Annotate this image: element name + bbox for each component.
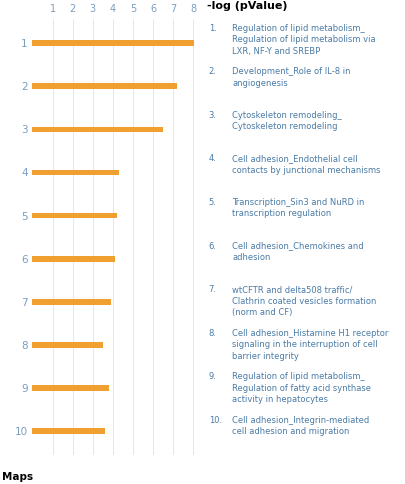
Text: Regulation of lipid metabolism_
Regulation of fatty acid synthase
activity in he: Regulation of lipid metabolism_ Regulati… (232, 372, 370, 404)
Bar (32, 385, 109, 391)
Text: Cell adhesion_Endothelial cell
contacts by junctional mechanisms: Cell adhesion_Endothelial cell contacts … (232, 154, 380, 175)
Text: 10.: 10. (208, 416, 222, 425)
Bar (32, 40, 194, 46)
Text: Maps: Maps (2, 472, 33, 483)
Text: 8.: 8. (208, 329, 216, 338)
Text: 2.: 2. (208, 67, 216, 76)
Bar (32, 428, 104, 434)
Bar (32, 213, 117, 218)
Bar (32, 170, 119, 175)
Text: 1.: 1. (208, 24, 216, 33)
Text: Transcription_Sin3 and NuRD in
transcription regulation: Transcription_Sin3 and NuRD in transcrip… (232, 198, 364, 218)
Text: Cell adhesion_Integrin-mediated
cell adhesion and migration: Cell adhesion_Integrin-mediated cell adh… (232, 416, 369, 436)
Text: Cytoskeleton remodeling_
Cytoskeleton remodeling: Cytoskeleton remodeling_ Cytoskeleton re… (232, 111, 341, 131)
Text: Cell adhesion_Histamine H1 receptor
signaling in the interruption of cell
barrie: Cell adhesion_Histamine H1 receptor sign… (232, 329, 388, 361)
Text: wtCFTR and delta508 traffic/
Clathrin coated vesicles formation
(norm and CF): wtCFTR and delta508 traffic/ Clathrin co… (232, 285, 376, 317)
Bar (32, 342, 102, 348)
Text: Regulation of lipid metabolism_
Regulation of lipid metabolism via
LXR, NF-Y and: Regulation of lipid metabolism_ Regulati… (232, 24, 375, 56)
Text: 4.: 4. (208, 154, 216, 164)
Bar (32, 126, 163, 132)
Text: 9.: 9. (208, 372, 216, 381)
Text: Cell adhesion_Chemokines and
adhesion: Cell adhesion_Chemokines and adhesion (232, 242, 363, 262)
Bar (32, 299, 111, 304)
Text: 7.: 7. (208, 285, 216, 294)
Text: 5.: 5. (208, 198, 216, 207)
Text: 6.: 6. (208, 242, 216, 251)
Text: 3.: 3. (208, 111, 216, 120)
Text: -log (pValue): -log (pValue) (206, 0, 287, 11)
Bar (32, 256, 115, 261)
Text: Development_Role of IL-8 in
angiogenesis: Development_Role of IL-8 in angiogenesis (232, 67, 350, 88)
Bar (32, 83, 177, 89)
